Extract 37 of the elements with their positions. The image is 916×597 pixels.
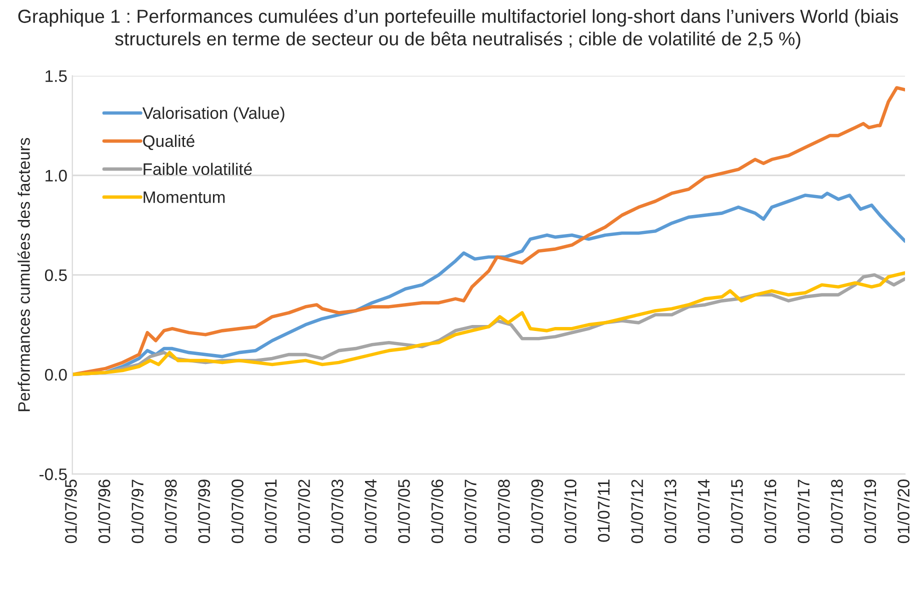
y-tick-label: 0.5 [44, 269, 67, 282]
x-tick-label: 01/07/10 [564, 480, 576, 544]
x-tick-label: 01/07/99 [198, 480, 210, 544]
x-tick-label: 01/07/17 [797, 480, 810, 544]
x-tick-label: 01/07/19 [864, 480, 876, 544]
x-tick-label: 01/07/98 [164, 480, 177, 544]
x-tick-label: 01/07/05 [398, 480, 410, 544]
x-tick-label: 01/07/00 [231, 480, 244, 544]
x-tick-label: 01/07/16 [764, 480, 776, 544]
x-tick-label: 01/07/18 [830, 480, 843, 544]
x-tick-label: 01/07/95 [64, 480, 77, 544]
y-tick-label: 1.0 [46, 170, 67, 182]
x-tick-label: 01/07/13 [664, 480, 676, 544]
x-tick-label: 01/07/02 [298, 480, 310, 544]
x-tick-label: 01/07/01 [264, 480, 277, 544]
y-axis-title: Performances cumulées des facteurs [18, 138, 30, 412]
chart-title: Graphique 1 : Performances cumulées d’un portefeuille multifactoriel long-short dans l’univers World (biais structurels en terme de secteur ou de bêta neutralisés ; cible de volatilité de 2,5 %) [18, 8, 898, 50]
x-tick-label: 01/07/11 [597, 480, 610, 542]
x-tick-label: 01/07/04 [364, 479, 377, 544]
x-tick-label: 01/07/08 [498, 480, 510, 544]
x-tick-label: 01/07/97 [131, 480, 144, 544]
legend-label: Faible volatilité [144, 162, 252, 176]
x-tick-label: 01/07/15 [730, 480, 743, 544]
legend-label: Momentum [144, 191, 225, 204]
x-tick-label: 01/07/20 [897, 480, 910, 544]
x-tick-label: 01/07/06 [430, 480, 444, 544]
x-tick-label: 01/07/09 [530, 480, 544, 544]
x-tick-label: 01/07/07 [464, 480, 476, 544]
legend-label: Qualité [143, 134, 194, 150]
x-tick-label: 01/07/03 [331, 480, 344, 544]
y-tick-label: 1.5 [46, 70, 67, 82]
x-tick-label: 01/07/14 [697, 479, 710, 544]
legend-label: Valorisation (Value) [142, 106, 284, 122]
x-tick-label: 01/07/96 [98, 480, 110, 544]
x-tick-label: 01/07/12 [630, 480, 644, 544]
y-tick-label: -0.5 [40, 468, 67, 480]
y-tick-label: 0.0 [44, 368, 67, 381]
